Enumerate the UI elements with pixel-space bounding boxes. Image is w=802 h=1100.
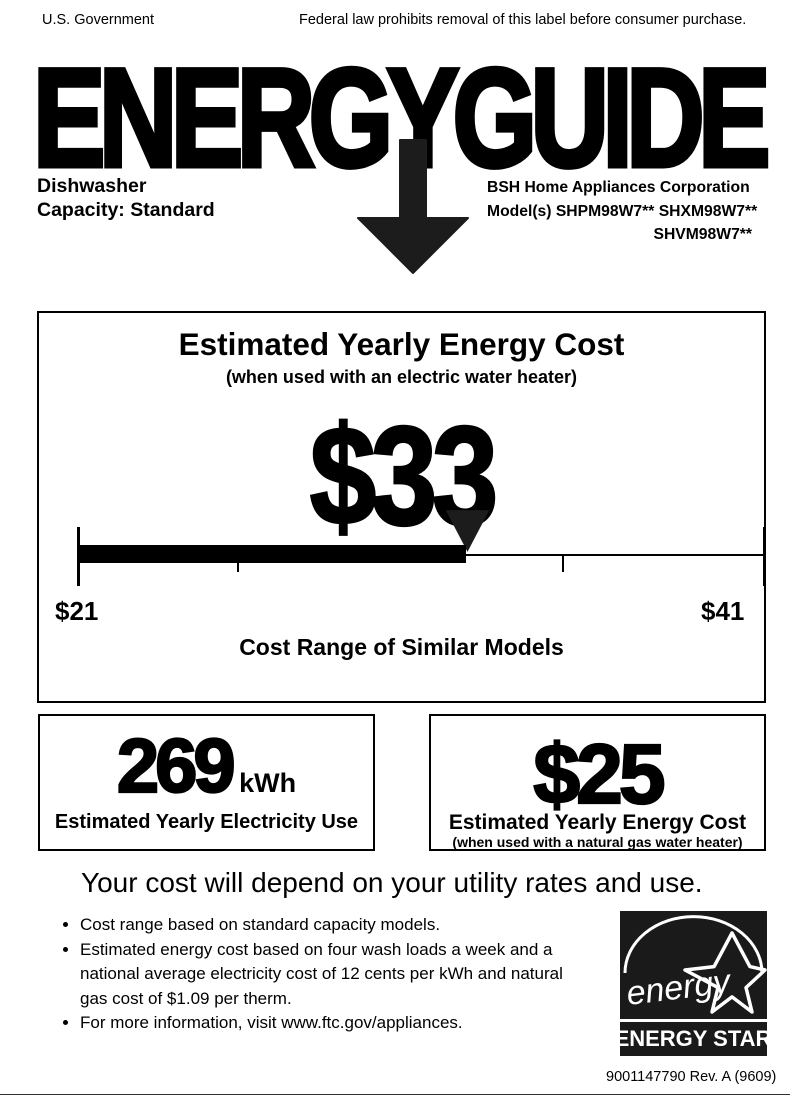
svg-text:ENERGY STAR: ENERGY STAR: [620, 1026, 767, 1051]
